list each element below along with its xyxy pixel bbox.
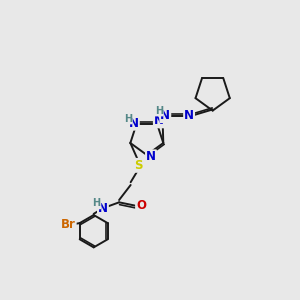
Text: S: S [134, 159, 143, 172]
Text: Br: Br [61, 218, 76, 231]
Text: N: N [129, 117, 139, 130]
Text: H: H [155, 106, 163, 116]
Text: O: O [136, 199, 146, 212]
Text: N: N [154, 114, 164, 128]
Text: H: H [124, 113, 132, 124]
Text: N: N [184, 109, 194, 122]
Text: N: N [146, 150, 156, 163]
Text: N: N [160, 109, 170, 122]
Text: H: H [92, 199, 101, 208]
Text: N: N [98, 202, 108, 214]
